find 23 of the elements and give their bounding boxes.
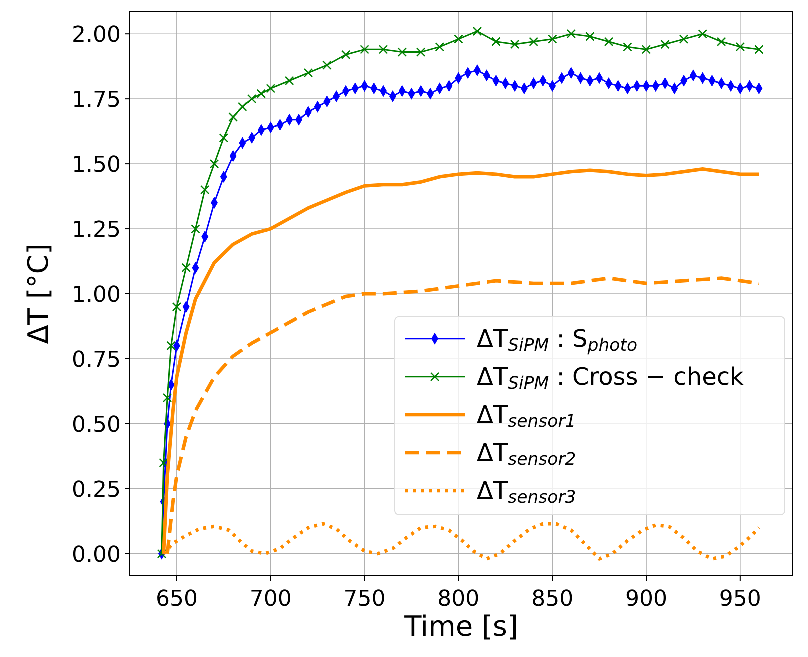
x-tick-label: 650	[156, 587, 198, 612]
y-tick-label: 1.00	[72, 283, 121, 308]
y-tick-label: 2.00	[72, 23, 121, 48]
y-tick-label: 0.25	[72, 478, 121, 503]
y-axis-title: ΔT [°C]	[22, 244, 55, 344]
x-tick-label: 800	[438, 587, 480, 612]
y-tick-label: 0.50	[72, 412, 121, 438]
y-tick-label: 0.00	[72, 542, 121, 568]
y-tick-label: 1.75	[72, 88, 121, 114]
y-tick-label: 1.50	[72, 153, 121, 178]
x-tick-label: 700	[250, 587, 292, 612]
legend-label: ΔT$_{SiPM}$ : Cross − check	[477, 362, 744, 394]
y-tick-label: 0.75	[72, 348, 121, 373]
x-tick-label: 900	[626, 587, 668, 612]
legend-label: ΔT$_{SiPM}$ : S$_{photo}$	[477, 324, 638, 356]
x-tick-label: 750	[344, 587, 386, 612]
x-tick-label: 950	[719, 587, 762, 612]
legend-label: ΔT$_{sensor1}$	[477, 400, 576, 432]
x-axis-title: Time [s]	[404, 610, 518, 643]
x-tick-label: 850	[532, 587, 574, 612]
legend-label: ΔT$_{sensor3}$	[477, 476, 576, 508]
y-tick-label: 1.25	[72, 218, 121, 244]
legend-label: ΔT$_{sensor2}$	[477, 438, 576, 470]
